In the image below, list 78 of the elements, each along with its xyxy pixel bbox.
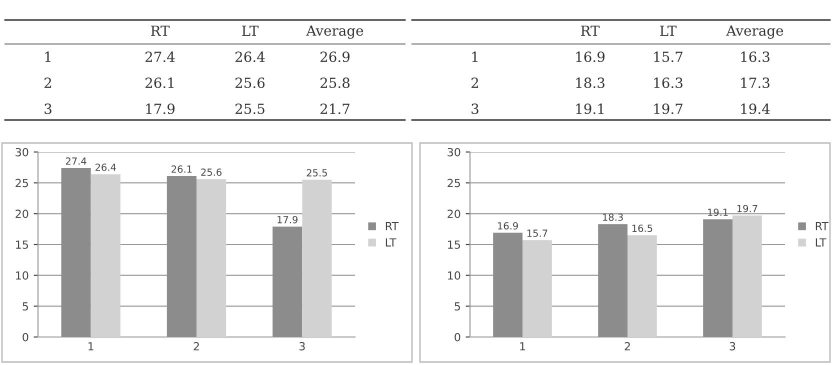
bar <box>166 176 196 337</box>
text: 25.8 <box>320 78 350 88</box>
text: RT <box>581 26 600 36</box>
text: Average <box>726 26 784 39</box>
y-tick-label: 10 <box>16 271 28 280</box>
text: LT <box>660 26 677 36</box>
text: 16.9 <box>576 52 605 62</box>
text: 1 <box>472 52 478 62</box>
text: 26.4 <box>235 52 265 62</box>
data-label: 25.5 <box>306 169 327 176</box>
bar <box>598 224 628 337</box>
data-label: 16.9 <box>498 222 518 230</box>
y-tick-label: 5 <box>22 302 28 311</box>
text: 2 <box>472 78 478 88</box>
x-tick-label: 3 <box>299 342 305 350</box>
bar <box>302 180 332 337</box>
text: RT <box>151 26 170 36</box>
legend-label: LT <box>816 238 826 246</box>
x-tick-label: 1 <box>88 342 94 350</box>
data-label: 16.5 <box>632 224 652 232</box>
data-label: 15.7 <box>527 230 548 237</box>
y-tick-label: 0 <box>454 332 460 342</box>
y-tick-label: 0 <box>22 332 28 342</box>
text: 15.7 <box>654 52 682 62</box>
text: 25.6 <box>235 78 265 88</box>
text: 26.1 <box>145 78 174 88</box>
data-label: 25.6 <box>201 168 222 176</box>
text: 3 <box>44 104 52 114</box>
text: 19.4 <box>741 104 770 114</box>
y-tick-label: 25 <box>448 178 460 188</box>
data-label: 19.7 <box>737 204 758 212</box>
text: 1 <box>45 52 50 62</box>
text: 16.3 <box>654 78 682 88</box>
x-tick-label: 2 <box>624 342 630 350</box>
text: 27.4 <box>145 52 175 62</box>
text: 3 <box>472 104 478 114</box>
text: 18.3 <box>576 78 604 88</box>
y-tick-label: 30 <box>16 148 28 156</box>
bar <box>196 179 226 337</box>
text: 19.7 <box>654 104 682 114</box>
text: 2 <box>44 78 52 88</box>
y-tick-label: 25 <box>16 178 28 188</box>
bar <box>90 174 120 337</box>
y-tick-label: 5 <box>454 302 460 311</box>
data-label: 18.3 <box>603 214 623 221</box>
x-tick-label: 3 <box>730 342 736 350</box>
text: 19.1 <box>576 104 604 114</box>
bar <box>522 240 552 337</box>
y-tick-label: 20 <box>448 210 460 218</box>
y-tick-label: 15 <box>448 240 460 249</box>
text: 17.9 <box>146 104 175 114</box>
x-tick-label: 1 <box>520 342 526 350</box>
text: 26.9 <box>320 52 350 62</box>
text: 17.3 <box>741 78 770 88</box>
legend-label: LT <box>386 238 396 246</box>
text: 16.3 <box>741 52 770 62</box>
text: 21.7 <box>320 104 350 114</box>
data-label: 26.1 <box>172 165 192 173</box>
y-tick-label: 20 <box>16 210 28 218</box>
data-label: 26.4 <box>96 164 116 171</box>
text: Average <box>306 26 364 39</box>
y-tick-label: 15 <box>16 240 28 249</box>
data-label: 27.4 <box>66 157 86 165</box>
text: 25.5 <box>235 104 264 114</box>
x-tick-label: 2 <box>194 342 199 350</box>
bar <box>493 232 522 337</box>
text: LT <box>242 26 259 36</box>
data-label: 17.9 <box>278 216 298 224</box>
bar <box>272 226 302 337</box>
bar <box>732 216 762 337</box>
legend-label: RT <box>386 222 399 230</box>
bar <box>703 219 732 337</box>
bar <box>61 168 91 337</box>
bar <box>628 235 657 337</box>
legend-label: RT <box>816 222 829 230</box>
y-tick-label: 30 <box>448 148 460 156</box>
data-label: 19.1 <box>708 208 728 216</box>
y-tick-label: 10 <box>448 271 460 280</box>
